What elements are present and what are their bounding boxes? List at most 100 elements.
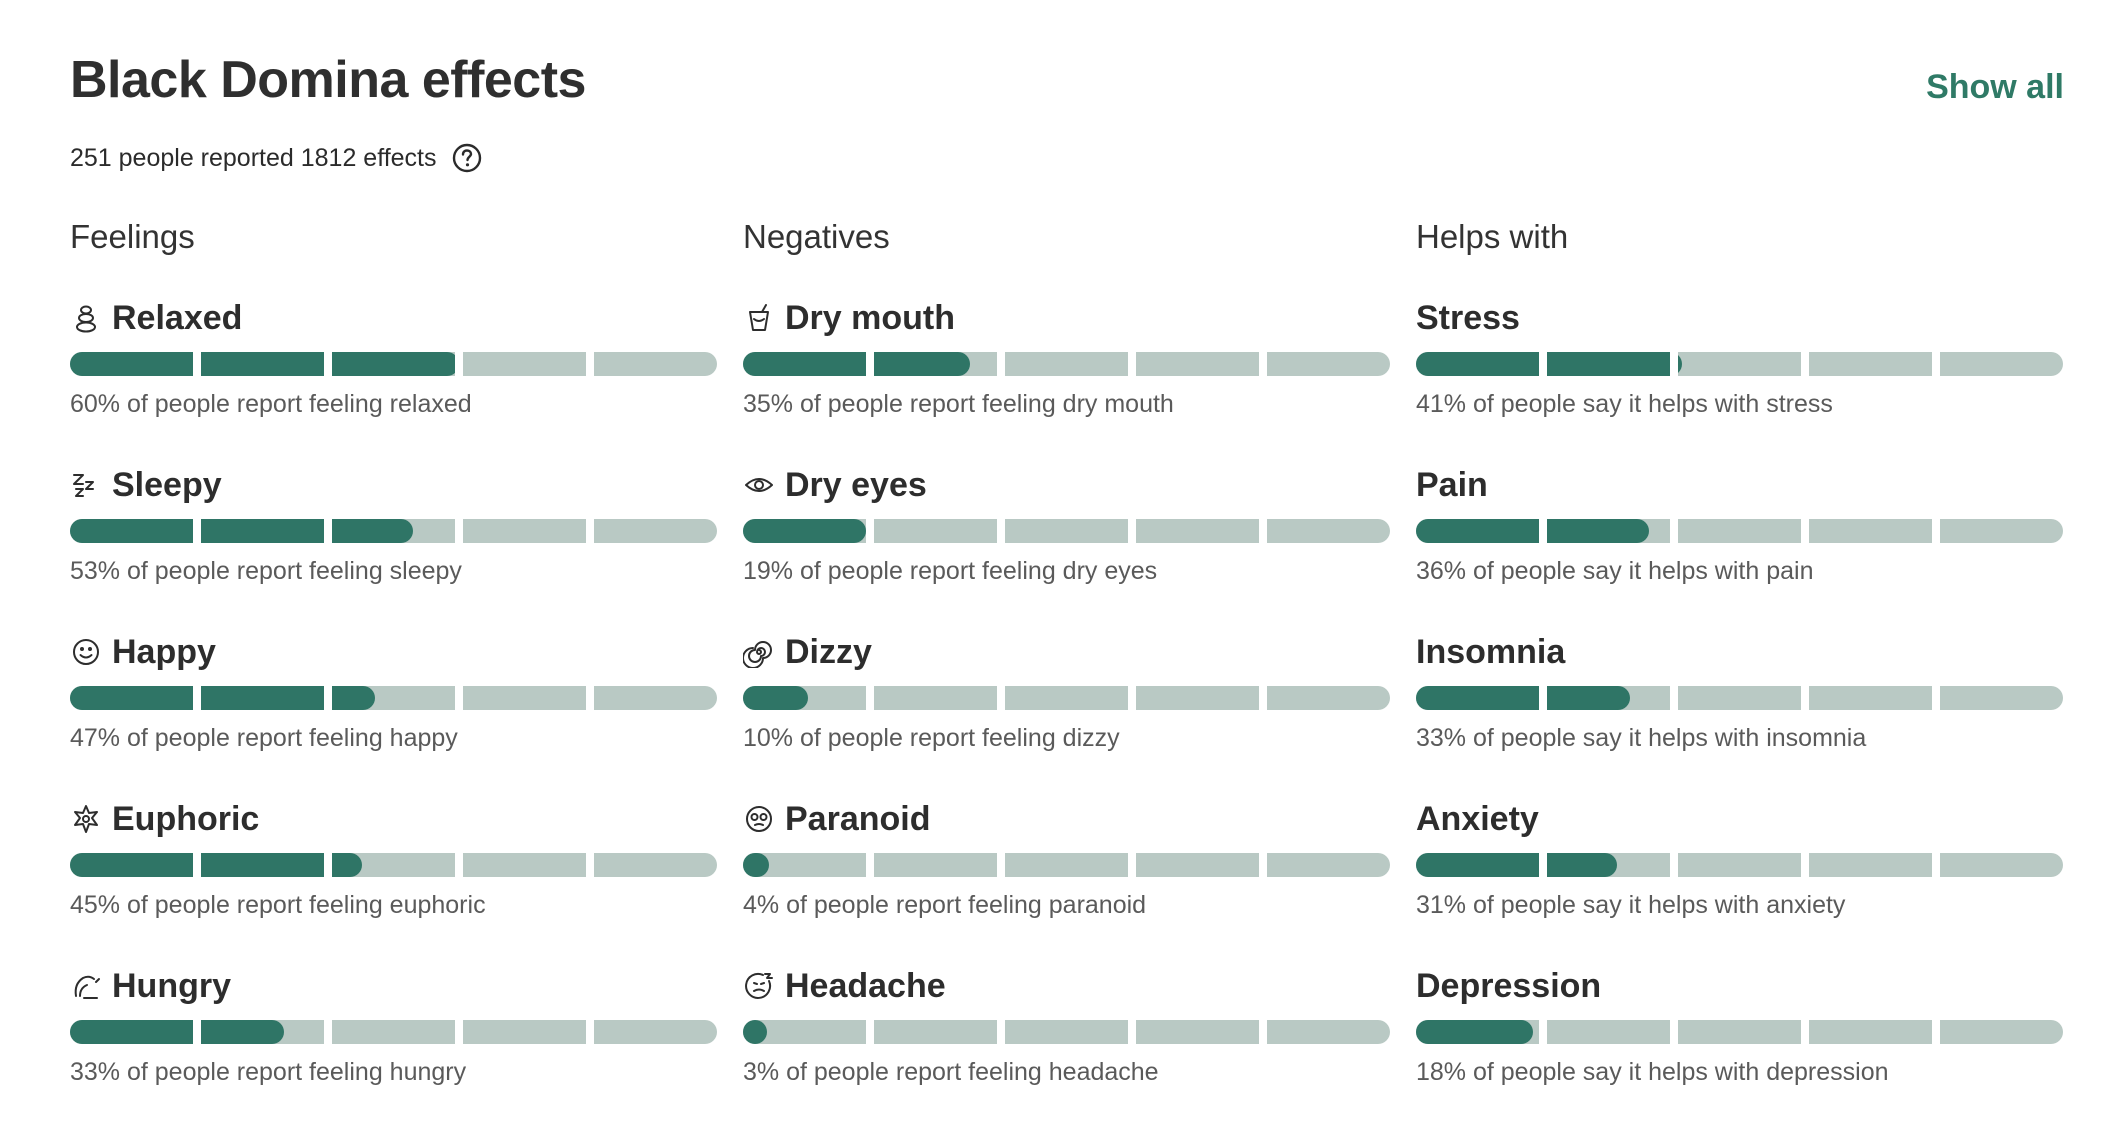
effect-paranoid[interactable]: Paranoid 4% of people report feeling par… bbox=[743, 797, 1391, 964]
bar-segment bbox=[332, 1020, 455, 1044]
bar-segment bbox=[1809, 1020, 1932, 1044]
bar-fill bbox=[743, 519, 867, 543]
effect-headache[interactable]: Headache 3% of people report feeling hea… bbox=[743, 964, 1391, 1131]
bar-gap bbox=[1670, 519, 1678, 543]
effect-description: 47% of people report feeling happy bbox=[70, 724, 458, 752]
bar-segment bbox=[1005, 853, 1128, 877]
bar-segment bbox=[594, 853, 717, 877]
effect-dry-mouth[interactable]: Dry mouth 35% of people report feeling d… bbox=[743, 296, 1391, 463]
bar-gap bbox=[1539, 686, 1547, 710]
bar-fill bbox=[1416, 352, 1682, 376]
bar-gap bbox=[586, 519, 594, 543]
effect-label: Paranoid bbox=[785, 799, 931, 838]
effect-label: Relaxed bbox=[112, 298, 243, 337]
effect-description: 53% of people report feeling sleepy bbox=[70, 557, 462, 585]
bar-gap bbox=[1670, 352, 1678, 376]
bar-gap bbox=[1801, 352, 1809, 376]
bar-gap bbox=[1539, 1020, 1547, 1044]
effect-happy[interactable]: Happy 47% of people report feeling happy bbox=[70, 630, 718, 797]
effect-dizzy[interactable]: Dizzy 10% of people report feeling dizzy bbox=[742, 630, 1391, 797]
bar-segment bbox=[463, 686, 586, 710]
bar-segment bbox=[1678, 1020, 1801, 1044]
bar-gap bbox=[997, 519, 1005, 543]
effect-dry-eyes[interactable]: Dry eyes 19% of people report feeling dr… bbox=[743, 463, 1391, 630]
effect-bar bbox=[743, 519, 1391, 543]
bar-segment bbox=[463, 1020, 586, 1044]
effect-description: 36% of people say it helps with pain bbox=[1416, 557, 1814, 585]
bar-segment bbox=[1136, 519, 1259, 543]
bar-gap bbox=[324, 1020, 332, 1044]
bar-segment bbox=[1678, 352, 1801, 376]
effect-insomnia[interactable]: Insomnia 33% of people say it helps with… bbox=[1416, 630, 2064, 797]
effect-label: Pain bbox=[1416, 465, 1488, 504]
bar-segment bbox=[594, 686, 717, 710]
effect-relaxed[interactable]: Relaxed 60% of people report feeling rel… bbox=[70, 296, 718, 463]
bar-gap bbox=[586, 1020, 594, 1044]
bar-gap bbox=[1539, 853, 1547, 877]
bar-segment bbox=[1940, 686, 2063, 710]
question-circle-icon[interactable] bbox=[451, 142, 483, 174]
bar-segment bbox=[1136, 352, 1259, 376]
effect-description: 3% of people report feeling headache bbox=[743, 1058, 1159, 1086]
bar-gap bbox=[866, 853, 874, 877]
effect-euphoric[interactable]: Euphoric 45% of people report feeling eu… bbox=[70, 797, 718, 964]
bar-fill bbox=[1416, 853, 1617, 877]
bar-segment bbox=[463, 519, 586, 543]
bar-gap bbox=[586, 686, 594, 710]
spiral-icon bbox=[742, 636, 775, 669]
bar-segment bbox=[1678, 519, 1801, 543]
effect-depression[interactable]: Depression 18% of people say it helps wi… bbox=[1416, 964, 2064, 1131]
bar-gap bbox=[1128, 686, 1136, 710]
effect-bar bbox=[1416, 1020, 2064, 1044]
bar-segment bbox=[1136, 686, 1259, 710]
effect-stress[interactable]: Stress 41% of people say it helps with s… bbox=[1416, 296, 2064, 463]
bar-segment bbox=[1547, 1020, 1670, 1044]
bar-gap bbox=[455, 1020, 463, 1044]
zzz-icon bbox=[70, 469, 102, 501]
bar-gap bbox=[1670, 686, 1678, 710]
effect-label: Headache bbox=[785, 966, 946, 1005]
effect-bar bbox=[70, 519, 718, 543]
bar-segment bbox=[1267, 352, 1390, 376]
effect-anxiety[interactable]: Anxiety 31% of people say it helps with … bbox=[1416, 797, 2064, 964]
bar-gap bbox=[1801, 1020, 1809, 1044]
bar-gap bbox=[1539, 352, 1547, 376]
bar-gap bbox=[1670, 853, 1678, 877]
effect-description: 18% of people say it helps with depressi… bbox=[1416, 1058, 1889, 1086]
bar-gap bbox=[1932, 1020, 1940, 1044]
bar-gap bbox=[1128, 519, 1136, 543]
effect-label: Dry eyes bbox=[785, 465, 927, 504]
effect-hungry[interactable]: Hungry 33% of people report feeling hung… bbox=[70, 964, 718, 1131]
page-title: Black Domina effects bbox=[70, 51, 586, 109]
effect-bar bbox=[70, 352, 718, 376]
bar-fill bbox=[70, 519, 414, 543]
bar-fill bbox=[743, 352, 970, 376]
bar-gap bbox=[1259, 1020, 1267, 1044]
effect-bar bbox=[743, 686, 1391, 710]
bar-gap bbox=[324, 686, 332, 710]
bar-gap bbox=[1128, 1020, 1136, 1044]
bar-gap bbox=[1539, 519, 1547, 543]
effect-sleepy[interactable]: Sleepy 53% of people report feeling slee… bbox=[70, 463, 718, 630]
starburst-icon bbox=[70, 803, 102, 835]
paranoid-face-icon bbox=[743, 803, 775, 835]
cup-icon bbox=[743, 302, 775, 334]
effect-label: Euphoric bbox=[112, 799, 260, 838]
effect-pain[interactable]: Pain 36% of people say it helps with pai… bbox=[1416, 463, 2064, 630]
bar-segment bbox=[874, 1020, 997, 1044]
bar-gap bbox=[1259, 686, 1267, 710]
bar-gap bbox=[586, 853, 594, 877]
bar-gap bbox=[997, 853, 1005, 877]
bar-gap bbox=[193, 519, 201, 543]
stones-icon bbox=[70, 302, 102, 334]
show-all-button[interactable]: Show all bbox=[1926, 68, 2064, 106]
bar-segment bbox=[1005, 519, 1128, 543]
bar-gap bbox=[997, 1020, 1005, 1044]
column-feelings: Feelings Relaxed 60% of people report fe… bbox=[70, 218, 718, 1131]
effect-description: 60% of people report feeling relaxed bbox=[70, 390, 472, 418]
effect-bar bbox=[743, 1020, 1391, 1044]
bar-gap bbox=[1259, 352, 1267, 376]
bar-segment bbox=[463, 853, 586, 877]
bar-segment bbox=[594, 1020, 717, 1044]
summary-text: 251 people reported 1812 effects bbox=[70, 143, 437, 172]
